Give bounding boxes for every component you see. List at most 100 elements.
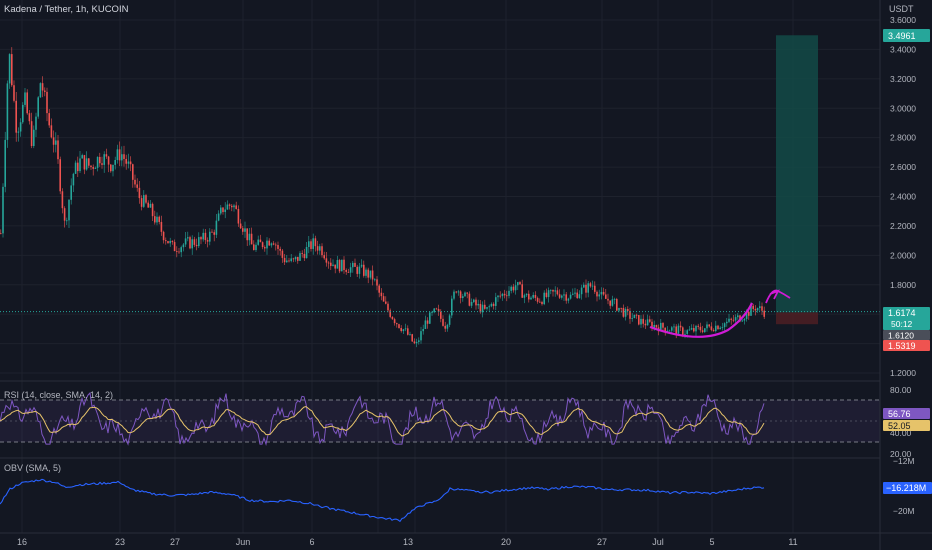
stop-zone[interactable]: [776, 312, 818, 325]
candle-body: [33, 129, 35, 147]
candle-body: [198, 237, 200, 247]
candle-body: [759, 306, 761, 309]
obv-value-badge: −16.218M: [883, 482, 932, 494]
candle-body: [297, 256, 299, 261]
candle-body: [440, 311, 442, 319]
candle-body: [662, 322, 664, 328]
candle-body: [514, 285, 517, 291]
candle-body: [228, 204, 231, 206]
candle-body: [222, 207, 224, 213]
candlestick-series: [0, 47, 765, 348]
candle-body: [365, 269, 367, 276]
candle-body: [477, 303, 479, 306]
bar-countdown: 50:12: [891, 319, 913, 329]
candle-body: [114, 160, 116, 165]
candle-body: [585, 284, 587, 293]
candle-body: [44, 90, 46, 92]
candle-body: [360, 264, 363, 267]
candle-body: [244, 228, 246, 232]
candle-body: [310, 241, 312, 249]
rsi-ma-value-badge: 52.05: [883, 420, 930, 431]
candle-body: [299, 253, 301, 261]
candle-body: [620, 307, 622, 309]
candle-body: [294, 256, 297, 260]
candle-body: [594, 285, 596, 292]
stop-price-badge: 1.5319: [883, 340, 930, 351]
candle-body: [653, 324, 655, 329]
candle-body: [369, 270, 372, 278]
candle-body: [140, 198, 143, 207]
candle-body: [319, 246, 321, 251]
candle-body: [110, 164, 112, 172]
candle-body: [748, 311, 750, 316]
candle-body: [145, 195, 147, 203]
candle-body: [682, 327, 684, 335]
target-zone[interactable]: [776, 35, 818, 313]
candle-body: [134, 179, 136, 185]
candle-body: [402, 329, 405, 332]
candle-body: [521, 284, 523, 298]
price-axis[interactable]: [880, 0, 932, 550]
candle-body: [52, 137, 55, 145]
candle-body: [536, 297, 539, 302]
price-tick: 1.2000: [890, 368, 916, 378]
candle-body: [468, 293, 471, 306]
candle-body: [264, 247, 266, 249]
candle-body: [81, 155, 83, 159]
price-tick: 3.0000: [890, 103, 916, 113]
candle-body: [176, 251, 178, 252]
candle-body: [22, 104, 24, 123]
grid-lines: [0, 0, 880, 533]
candle-body: [356, 266, 358, 274]
candle-body: [184, 238, 187, 245]
candle-body: [283, 257, 286, 263]
candle-body: [411, 334, 413, 342]
candle-body: [55, 140, 57, 145]
candle-body: [321, 246, 323, 256]
candle-body: [367, 269, 369, 278]
up-arrow-annotation: [765, 289, 791, 304]
candle-body: [455, 291, 457, 293]
price-tick: 3.6000: [890, 15, 916, 25]
candle-body: [664, 327, 666, 332]
candle-body: [224, 209, 226, 213]
obv-pane-title: OBV (SMA, 5): [4, 463, 61, 473]
price-tick: 1.8000: [890, 280, 916, 290]
candle-body: [741, 320, 743, 322]
candle-body: [624, 309, 627, 317]
candle-body: [167, 241, 169, 244]
candle-body: [382, 296, 385, 302]
candle-body: [429, 312, 431, 324]
candle-body: [143, 195, 145, 207]
candle-body: [710, 326, 713, 330]
time-tick: 11: [788, 537, 797, 547]
candle-body: [721, 327, 724, 328]
candle-body: [248, 233, 251, 241]
candle-body: [389, 310, 391, 317]
time-tick: 23: [115, 537, 125, 547]
time-tick: 27: [597, 537, 607, 547]
candle-body: [558, 294, 561, 298]
candle-body: [534, 295, 537, 298]
candle-body: [187, 237, 189, 239]
candle-body: [8, 54, 11, 84]
candle-body: [28, 113, 31, 122]
currency-label: USDT: [889, 4, 914, 14]
candle-body: [330, 262, 332, 266]
candle-body: [673, 326, 675, 328]
candle-body: [215, 220, 218, 235]
candle-body: [627, 309, 629, 311]
candle-body: [457, 291, 460, 293]
candle-body: [147, 202, 149, 208]
candle-body: [717, 325, 719, 330]
candle-body: [206, 240, 209, 242]
chart-title: Kadena / Tether, 1h, KUCOIN: [4, 4, 129, 15]
candle-body: [448, 315, 451, 325]
candle-body: [239, 223, 242, 229]
rsi-tick: 20.00: [890, 449, 912, 459]
candle-body: [598, 294, 600, 297]
candle-body: [2, 186, 4, 234]
candle-body: [686, 330, 688, 334]
candle-body: [609, 300, 611, 306]
